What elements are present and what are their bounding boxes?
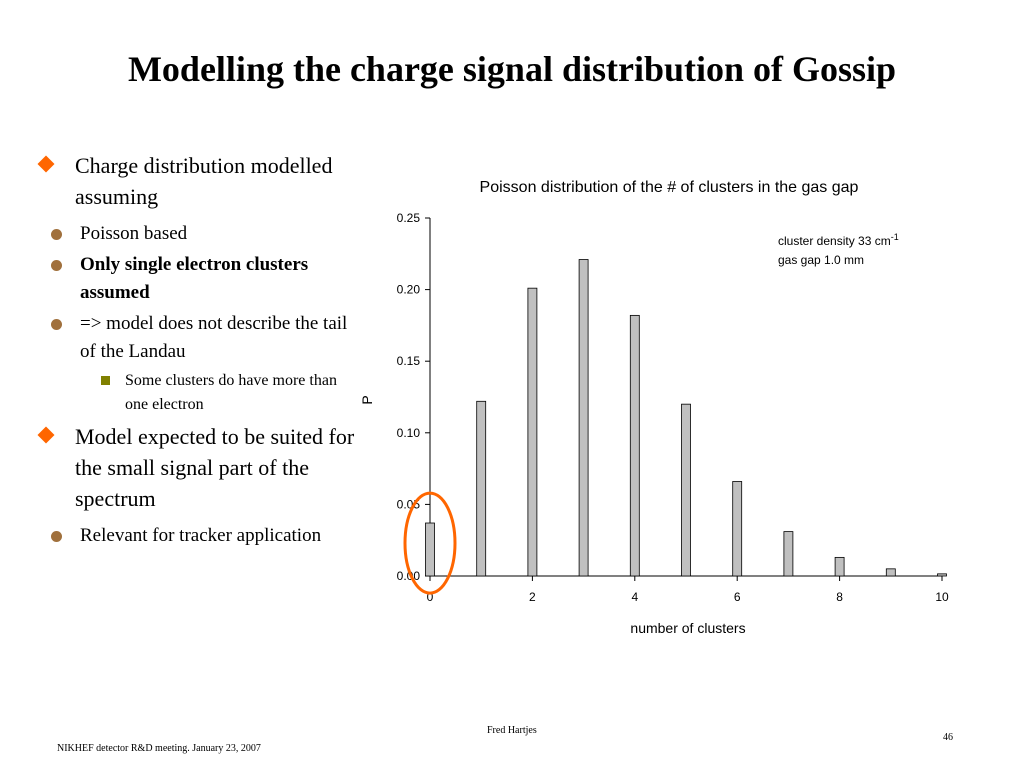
poisson-bar-chart: Poisson distribution of the # of cluster… bbox=[359, 179, 949, 636]
footer-author: Fred Hartjes bbox=[487, 725, 537, 736]
x-axis-label: number of clusters bbox=[630, 620, 745, 636]
x-tick-label: 10 bbox=[935, 590, 949, 604]
annotation-density-text: cluster density 33 cm bbox=[778, 234, 891, 248]
y-tick-label: 0.20 bbox=[397, 283, 421, 297]
bullet-text: Poisson based bbox=[80, 223, 188, 244]
bar bbox=[732, 481, 743, 577]
y-tick-label: 0.05 bbox=[397, 497, 421, 511]
bullet-text: Only single electron clusters assumed bbox=[80, 254, 309, 303]
chart-annotation-gap: gas gap 1.0 mm bbox=[778, 253, 864, 267]
diamond-bullet-icon bbox=[37, 426, 55, 444]
annotation-unit-exponent: -1 bbox=[891, 232, 899, 242]
square-bullet-icon bbox=[101, 376, 110, 385]
bullet-text: Some clusters do have more than one elec… bbox=[125, 372, 337, 413]
bar-series bbox=[425, 259, 947, 577]
bullet-text: Charge distribution modelled assuming bbox=[75, 153, 333, 209]
circle-bullet-icon bbox=[51, 229, 62, 240]
bar bbox=[425, 522, 435, 577]
y-tick-label: 0.15 bbox=[397, 354, 421, 368]
chart-annotation-density: cluster density 33 cm-1 bbox=[778, 232, 899, 248]
bullet-level2: Poisson based bbox=[0, 220, 356, 248]
bar bbox=[527, 287, 538, 577]
x-tick-label: 8 bbox=[836, 590, 843, 604]
bullet-text: => model does not describe the tail of t… bbox=[80, 313, 348, 362]
bullet-level1: Charge distribution modelled assuming bbox=[36, 150, 356, 212]
y-tick-label: 0.10 bbox=[397, 426, 421, 440]
x-axis: 0 2 4 6 8 10 bbox=[427, 575, 949, 604]
bar bbox=[937, 573, 947, 577]
diamond-bullet-icon bbox=[37, 155, 55, 173]
bar bbox=[783, 531, 794, 577]
bullet-text: Model expected to be suited for the smal… bbox=[75, 424, 355, 511]
x-tick-label: 0 bbox=[427, 590, 434, 604]
page-number: 46 bbox=[943, 732, 953, 743]
bullet-level2: Only single electron clusters assumed bbox=[0, 251, 356, 307]
bar bbox=[834, 556, 845, 577]
y-tick-label: 0.25 bbox=[397, 211, 421, 225]
bullet-level2: => model does not describe the tail of t… bbox=[0, 310, 356, 366]
y-axis: 0.000.050.100.150.200.25 bbox=[397, 211, 431, 583]
circle-bullet-icon bbox=[51, 319, 62, 330]
bullet-level2: Relevant for tracker application bbox=[0, 522, 356, 550]
bullet-list: Charge distribution modelled assuming Po… bbox=[36, 150, 356, 553]
bar bbox=[681, 403, 691, 577]
chart-title: Poisson distribution of the # of cluster… bbox=[480, 179, 859, 196]
bar bbox=[885, 568, 896, 577]
y-axis-label: P bbox=[359, 395, 375, 404]
bar bbox=[629, 314, 640, 577]
slide-title: Modelling the charge signal distribution… bbox=[127, 49, 897, 89]
x-tick-label: 2 bbox=[529, 590, 536, 604]
bar bbox=[578, 259, 589, 577]
bullet-text: Relevant for tracker application bbox=[80, 525, 322, 546]
footer-event: NIKHEF detector R&D meeting. January 23,… bbox=[57, 743, 261, 754]
highlight-circle bbox=[403, 491, 457, 595]
circle-bullet-icon bbox=[51, 531, 62, 542]
x-tick-label: 4 bbox=[631, 590, 638, 604]
bullet-level3: Some clusters do have more than one elec… bbox=[0, 369, 356, 417]
circle-bullet-icon bbox=[51, 260, 62, 271]
x-tick-label: 6 bbox=[734, 590, 741, 604]
highlight-ellipse bbox=[403, 491, 457, 595]
bullet-level1: Model expected to be suited for the smal… bbox=[36, 421, 356, 514]
bar bbox=[476, 400, 487, 577]
